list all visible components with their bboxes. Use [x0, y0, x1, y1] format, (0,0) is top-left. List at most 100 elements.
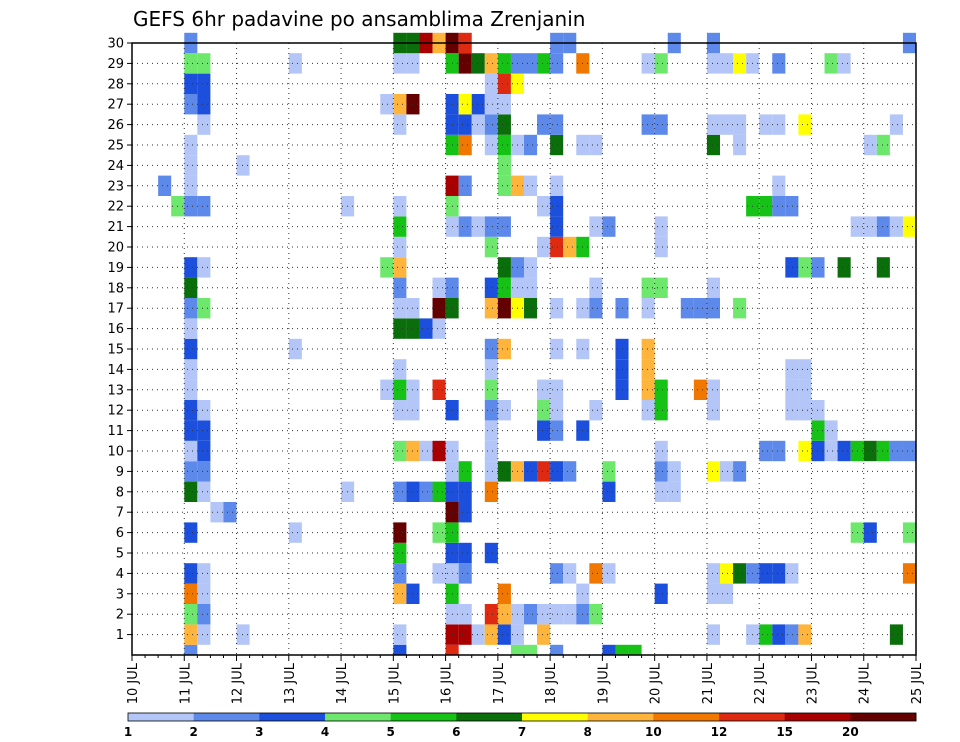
- precip-cell: [550, 563, 564, 584]
- precip-cell: [550, 379, 564, 400]
- precip-cell: [524, 134, 538, 156]
- colorbar-swatch: [719, 713, 786, 721]
- colorbar-label: 4: [321, 725, 329, 739]
- precip-cell: [733, 461, 747, 482]
- precip-cell: [197, 420, 211, 441]
- precip-cell: [589, 277, 603, 298]
- precip-cell: [524, 277, 538, 298]
- precip-cell: [432, 379, 446, 400]
- precip-cell: [706, 583, 720, 604]
- colorbar-swatch: [522, 713, 589, 721]
- precip-cell: [497, 216, 511, 237]
- y-tick-label: 22: [107, 200, 124, 215]
- precip-cell: [184, 420, 198, 441]
- precip-cell: [550, 604, 564, 625]
- precip-cell: [484, 624, 498, 645]
- precip-cell: [497, 114, 511, 135]
- precip-cell: [393, 298, 407, 319]
- precip-cell: [589, 298, 603, 319]
- precip-cell: [889, 216, 903, 237]
- precip-cell: [824, 440, 838, 462]
- precip-cell: [641, 277, 655, 298]
- colorbar-swatch: [390, 713, 457, 721]
- precip-cell: [785, 563, 799, 584]
- precip-cell: [393, 277, 407, 298]
- colorbar-frame: [127, 712, 917, 722]
- precip-cell: [471, 624, 485, 645]
- precip-cell: [667, 481, 681, 502]
- precip-cell: [641, 53, 655, 74]
- colorbar-swatch: [784, 713, 851, 721]
- precip-cell: [550, 338, 564, 360]
- y-tick-label: 25: [107, 139, 124, 154]
- precip-cell: [550, 461, 564, 482]
- y-tick-label: 11: [107, 424, 124, 439]
- cells-layer: [158, 32, 916, 655]
- precip-cell: [497, 94, 511, 115]
- precip-cell: [641, 359, 655, 380]
- precip-cell: [484, 420, 498, 441]
- colorbar-label: 8: [583, 725, 591, 739]
- x-tick-label: 14 JUL: [335, 662, 350, 704]
- precip-cell: [537, 400, 551, 421]
- precip-cell: [798, 359, 812, 380]
- precip-cell: [497, 257, 511, 278]
- precip-cell: [471, 216, 485, 237]
- precip-cell: [510, 644, 524, 655]
- precip-cell: [524, 175, 538, 196]
- y-tick-label: 6: [116, 526, 124, 541]
- y-tick-label: 9: [116, 465, 124, 480]
- precip-cell: [393, 400, 407, 421]
- precip-cell: [693, 298, 707, 319]
- precip-cell: [628, 644, 642, 655]
- precip-cell: [184, 481, 198, 502]
- precip-cell: [889, 114, 903, 135]
- precip-cell: [393, 379, 407, 400]
- precip-cell: [197, 400, 211, 421]
- colorbar: 1 2 3 4 5 6 7 8 10 12 15 20: [124, 712, 917, 739]
- precip-cell: [184, 563, 198, 584]
- precip-cell: [537, 624, 551, 645]
- x-axis: 10 JUL 11 JUL 12 JUL 13 JUL 14 JUL 15 JUL 16 J…: [126, 655, 925, 704]
- precip-cell: [876, 257, 890, 278]
- precip-cell: [563, 461, 577, 482]
- precip-cell: [458, 563, 472, 584]
- colorbar-label: 15: [776, 725, 793, 739]
- precip-cell: [550, 196, 564, 217]
- precip-cell: [785, 257, 799, 278]
- x-tick-label: 19 JUL: [596, 662, 611, 704]
- precip-cell: [759, 196, 773, 217]
- colorbar-label: 2: [189, 725, 197, 739]
- precip-cell: [785, 624, 799, 645]
- precip-cell: [798, 379, 812, 400]
- precip-cell: [432, 318, 446, 339]
- precip-cell: [497, 53, 511, 74]
- precip-cell: [550, 216, 564, 237]
- colorbar-label: 5: [386, 725, 394, 739]
- precip-cell: [458, 461, 472, 482]
- precip-cell: [706, 134, 720, 156]
- precip-cell: [654, 53, 668, 74]
- y-tick-label: 30: [107, 37, 124, 52]
- precip-cell: [772, 53, 786, 74]
- precip-cell: [484, 53, 498, 74]
- y-tick-label: 12: [107, 404, 124, 419]
- x-tick-label: 20 JUL: [649, 662, 664, 704]
- precip-cell: [589, 134, 603, 156]
- precip-cell: [902, 440, 916, 462]
- precip-cell: [484, 73, 498, 94]
- precip-cell: [393, 624, 407, 645]
- precip-cell: [458, 175, 472, 196]
- precip-cell: [197, 114, 211, 135]
- precip-cell: [393, 236, 407, 258]
- precip-cell: [902, 216, 916, 237]
- colorbar-swatch: [587, 713, 654, 721]
- precip-cell: [497, 583, 511, 604]
- precip-cell: [772, 563, 786, 584]
- precip-cell: [902, 522, 916, 543]
- colorbar-swatch: [653, 713, 720, 721]
- precip-cell: [602, 481, 616, 502]
- colorbar-label: 12: [711, 725, 728, 739]
- precip-cell: [876, 440, 890, 462]
